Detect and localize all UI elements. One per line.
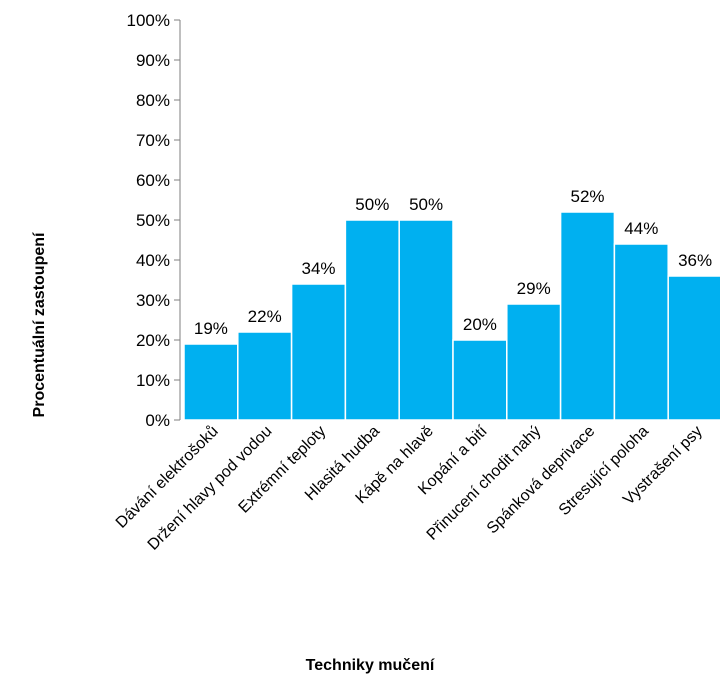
y-tick-label: 10% bbox=[136, 371, 170, 390]
bar-value-label: 34% bbox=[301, 259, 335, 278]
bar bbox=[613, 243, 669, 421]
bar-value-label: 36% bbox=[678, 251, 712, 270]
bar-value-label: 50% bbox=[409, 195, 443, 214]
y-tick-label: 80% bbox=[136, 91, 170, 110]
bar-value-label: 52% bbox=[570, 187, 604, 206]
bar-value-label: 44% bbox=[624, 219, 658, 238]
bar bbox=[452, 339, 508, 421]
y-tick-label: 0% bbox=[145, 411, 170, 430]
bar-value-label: 22% bbox=[248, 307, 282, 326]
bar bbox=[506, 303, 562, 421]
bar-value-label: 20% bbox=[463, 315, 497, 334]
bar bbox=[344, 219, 400, 421]
bars bbox=[183, 211, 720, 421]
y-tick-label: 40% bbox=[136, 251, 170, 270]
bar-value-label: 29% bbox=[517, 279, 551, 298]
y-tick-label: 70% bbox=[136, 131, 170, 150]
y-tick-label: 100% bbox=[127, 11, 170, 30]
x-axis-title: Techniky mučení bbox=[306, 657, 435, 674]
y-tick-label: 90% bbox=[136, 51, 170, 70]
x-tick-label: Dávání elektrošoků bbox=[112, 422, 222, 532]
y-tick-label: 60% bbox=[136, 171, 170, 190]
bar-value-label: 50% bbox=[355, 195, 389, 214]
y-axis-title: Procentuální zastoupení bbox=[31, 232, 48, 417]
bar bbox=[237, 331, 293, 421]
y-axis: 0% 10% 20% 30% 40% 50% 60% 70% 80% 90% 100% bbox=[127, 11, 181, 430]
y-tick-label: 20% bbox=[136, 331, 170, 350]
x-tick-label: Stresující poloha bbox=[556, 423, 652, 519]
bar bbox=[398, 219, 454, 421]
bar bbox=[290, 283, 347, 421]
bar-value-label: 19% bbox=[194, 319, 228, 338]
x-tick-label: Spánková deprivace bbox=[484, 423, 599, 538]
y-tick-label: 30% bbox=[136, 291, 170, 310]
bar bbox=[667, 275, 720, 421]
y-tick-label: 50% bbox=[136, 211, 170, 230]
bar bbox=[183, 343, 239, 421]
data-labels: 19% 22% 34% 50% 50% 20% 29% 52% 44% 36% bbox=[194, 187, 712, 338]
bar bbox=[559, 211, 616, 421]
